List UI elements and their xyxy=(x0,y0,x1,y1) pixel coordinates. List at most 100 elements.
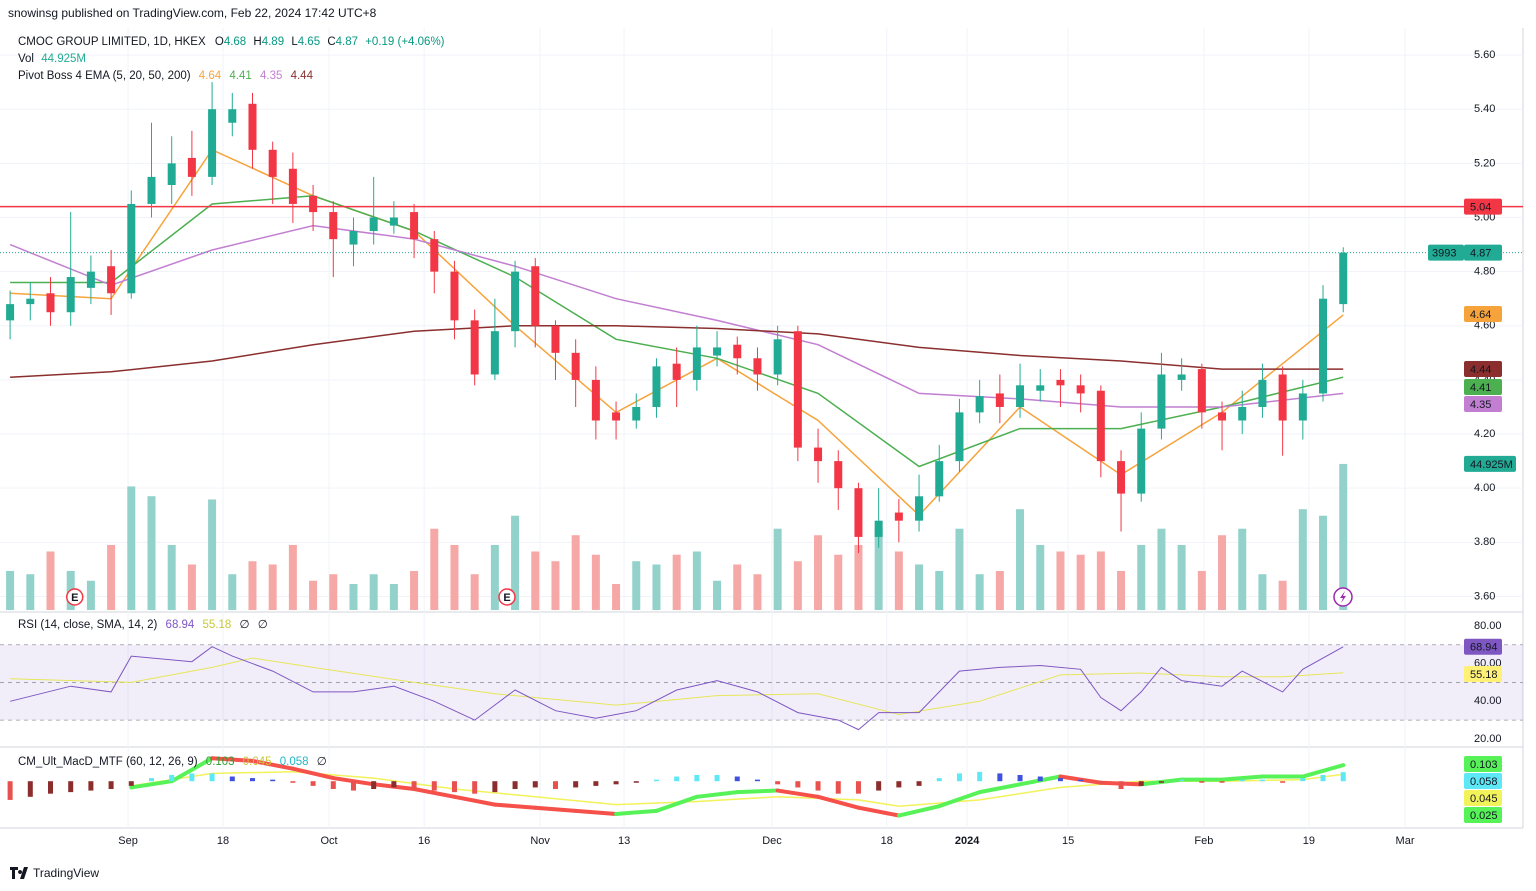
price-tag-label: 4.87 xyxy=(1470,248,1491,260)
y-tick-label: 4.80 xyxy=(1474,266,1495,278)
candle-body xyxy=(228,109,237,123)
vol-layer xyxy=(6,463,1348,610)
x-tick-label: 19 xyxy=(1303,835,1315,847)
candle-body xyxy=(1339,252,1348,305)
volume-bar xyxy=(995,570,1004,610)
macd-hist-bar xyxy=(1199,781,1205,783)
volume-bar xyxy=(591,554,600,610)
macd-hist-bar xyxy=(1078,779,1084,782)
candle-body xyxy=(571,352,580,380)
event-label: E xyxy=(71,592,78,604)
footer-logo: TradingView xyxy=(10,866,99,880)
ohlc-value: 4.65 xyxy=(298,36,320,48)
volume-bar xyxy=(86,580,95,610)
volume-bar xyxy=(1036,544,1045,610)
macd-line-segment xyxy=(937,790,982,809)
volume-bar xyxy=(349,583,358,610)
macd-line-segment xyxy=(1220,774,1265,782)
volume-bar xyxy=(894,551,903,610)
macd-line-segment xyxy=(1300,763,1346,779)
volume-bar xyxy=(975,574,984,610)
macd-line-segment xyxy=(775,788,821,799)
candle-body xyxy=(127,203,136,294)
candle-body xyxy=(1036,385,1045,391)
event-marker xyxy=(498,588,516,606)
volume-bar xyxy=(1298,509,1307,610)
price-tag xyxy=(1464,756,1502,772)
macd-hist-bar xyxy=(330,781,336,789)
ema-line xyxy=(10,325,1344,378)
macd-hist-bar xyxy=(754,779,760,782)
volume-bar xyxy=(288,544,297,610)
candle-body xyxy=(309,195,318,213)
candle-body xyxy=(86,271,95,288)
price-tag xyxy=(1464,306,1502,322)
volume-bar xyxy=(26,574,35,610)
volume-bar xyxy=(753,574,762,610)
ohlc-value: 4.87 xyxy=(336,36,358,48)
volume-bar xyxy=(1056,551,1065,610)
volume-legend: Vol 44.925M xyxy=(18,53,86,65)
price-tag xyxy=(1464,396,1502,412)
labels-layer: Sep 18 Oct 16 Nov 13 Dec 18 2024 15 Feb 19 Mar 3.60 3.… xyxy=(71,49,1516,847)
volume-bar xyxy=(127,486,136,610)
x-tick-label: Sep xyxy=(118,835,138,847)
macd-hist-bar xyxy=(1158,781,1164,783)
candle-body xyxy=(187,157,196,177)
volume-bar xyxy=(511,515,520,610)
macd-hist-bar xyxy=(148,778,154,782)
volume-bar xyxy=(147,496,156,610)
ema-value: 4.44 xyxy=(291,70,314,82)
volume-bar xyxy=(1238,528,1247,610)
macd-line-segment xyxy=(573,808,619,816)
macd-hist-bar xyxy=(1179,779,1185,782)
macd-hist-bar xyxy=(694,774,700,782)
volume-bar xyxy=(551,561,560,610)
macd-hist-bar xyxy=(189,773,195,782)
volume-bar xyxy=(874,528,883,610)
macd-hist-bar xyxy=(310,781,316,786)
volume-bar xyxy=(935,570,944,610)
macd-line-segment xyxy=(977,782,1023,795)
candle-body xyxy=(753,358,762,375)
header: snowinsg published on TradingView.com, F… xyxy=(8,6,377,20)
macd-hist-bar xyxy=(350,781,356,791)
countdown-label: 3993 xyxy=(1432,248,1456,260)
volume-bar xyxy=(814,535,823,610)
candle-body xyxy=(26,298,35,305)
candle-body xyxy=(1278,374,1287,421)
volume-bar xyxy=(733,564,742,610)
macd-hist-bar xyxy=(270,779,276,782)
volume-bar xyxy=(1197,570,1206,610)
rsi-sma-line xyxy=(10,657,1344,716)
volume-bar xyxy=(450,544,459,610)
price-tag-label: 4.35 xyxy=(1470,399,1491,411)
macd-line-segment xyxy=(654,794,699,813)
macd-hist-bar xyxy=(674,776,680,782)
candle-body xyxy=(450,271,459,321)
rsi-title: RSI (14, close, SMA, 14, 2) xyxy=(18,619,158,631)
candle-body xyxy=(1298,393,1307,421)
volume-bar xyxy=(369,574,378,610)
macd-hist-bar xyxy=(795,781,801,788)
rsi-tick-label: 20.00 xyxy=(1474,733,1502,745)
candle-body xyxy=(551,325,560,353)
y-tick-label: 5.40 xyxy=(1474,103,1495,115)
volume-bar xyxy=(915,564,924,610)
rsi-extra: ∅ xyxy=(240,619,250,631)
volume-bar xyxy=(1016,509,1025,610)
macd-hist-bar xyxy=(573,781,579,788)
candle-body xyxy=(834,461,843,489)
macd-legend: CM_Ult_MacD_MTF (60, 12, 26, 9) 0.103 0.… xyxy=(18,756,327,768)
macd-hist-bar xyxy=(714,774,720,782)
macd-hist-bar xyxy=(876,781,882,791)
macd-hist-bar xyxy=(653,779,659,782)
macd-hist-bar xyxy=(1219,781,1225,783)
rsi-extra: ∅ xyxy=(258,619,268,631)
macd-hist-bar xyxy=(209,773,215,782)
candle-body xyxy=(1319,298,1328,394)
volume-bar xyxy=(268,564,277,610)
candle-body xyxy=(1157,374,1166,429)
